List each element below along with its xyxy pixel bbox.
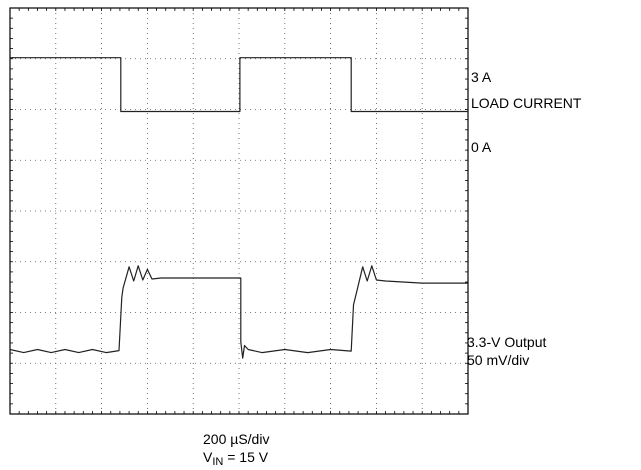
load-low-label: 0 A	[471, 139, 492, 155]
trace-output-voltage	[9, 265, 468, 359]
output-scale-label: 50 mV/div	[467, 352, 530, 368]
grid	[9, 7, 469, 415]
vin-suffix: = 15 V	[223, 449, 269, 465]
timebase-label: 200 µS/div	[203, 431, 270, 447]
load-high-label: 3 A	[471, 69, 492, 85]
trace-load-current	[10, 57, 468, 113]
vin-subscript: IN	[212, 456, 224, 468]
load-current-label: LOAD CURRENT	[471, 95, 582, 111]
traces	[9, 57, 468, 359]
vin-label: VIN = 15 V	[203, 449, 268, 470]
output-label: 3.3-V Output	[467, 334, 547, 350]
vin-prefix: V	[203, 449, 213, 465]
